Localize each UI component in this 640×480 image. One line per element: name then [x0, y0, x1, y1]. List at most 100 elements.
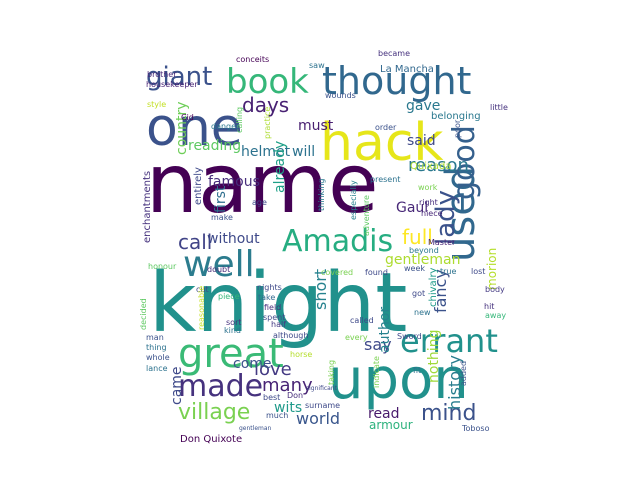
cloud-word-say: say [364, 335, 392, 354]
cloud-word-hit: hit [484, 302, 494, 311]
cloud-word-village: village [178, 400, 250, 425]
cloud-word-giant: giant [146, 62, 212, 92]
cloud-word-lance: lance [146, 364, 168, 373]
cloud-word-author: author [377, 307, 393, 353]
cloud-word-half: half [271, 320, 286, 329]
cloud-word-toboso: Toboso [461, 424, 490, 433]
cloud-word-decided: decided [139, 298, 148, 330]
cloud-word-indicate: indicate [372, 356, 381, 388]
cloud-word-surname: surname [305, 401, 340, 410]
cloud-word-danger: danger [211, 122, 240, 131]
cloud-word-gentleman: gentleman [239, 425, 272, 432]
cloud-word-come: come [233, 356, 272, 372]
cloud-word-reading: reading [188, 138, 241, 154]
cloud-word-la-mancha: La Mancha [380, 64, 434, 75]
cloud-word-covered: covered [321, 268, 353, 277]
cloud-word-don-quixote: Don Quixote [180, 434, 242, 445]
cloud-word-make: make [211, 213, 233, 222]
cloud-word-upon: upon [328, 347, 469, 412]
cloud-word-found: found [365, 268, 388, 277]
cloud-word-mind: mind [421, 401, 476, 426]
cloud-word-honour: honour [148, 262, 177, 271]
cloud-word-amadis: Amadis [282, 224, 393, 259]
cloud-word-first: first [213, 185, 229, 213]
cloud-word-wounds: wounds [325, 91, 356, 100]
cloud-word-new: new [414, 308, 431, 317]
cloud-word-made: made [178, 369, 263, 404]
cloud-word-famous: famous [208, 174, 260, 190]
cloud-word-especially: especially [349, 180, 358, 220]
cloud-word-got: got [412, 289, 425, 298]
cloud-word-lady: lady [431, 190, 461, 245]
cloud-word-helmet: helmet [241, 144, 291, 160]
cloud-word-errant: errant [400, 322, 498, 360]
cloud-word-present: present [370, 175, 400, 184]
cloud-word-book: book [226, 62, 309, 102]
cloud-word-gentleman: gentleman [385, 252, 460, 268]
cloud-word-beyond: beyond [409, 246, 439, 255]
cloud-word-one: one [146, 98, 243, 158]
cloud-word-read: read [368, 406, 400, 422]
cloud-word-many: many [262, 375, 313, 396]
cloud-word-called: called [350, 316, 374, 325]
cloud-word-away: away [485, 311, 506, 320]
cloud-word-take: take [258, 293, 275, 302]
cloud-word-short: short [311, 269, 330, 310]
cloud-word-doubt: doubt [207, 265, 230, 274]
cloud-word-love: love [254, 359, 292, 380]
cloud-word-thought: thought [322, 59, 471, 103]
cloud-word-well: well [183, 244, 255, 285]
cloud-word-conceits: conceits [236, 55, 269, 64]
cloud-word-although: although [273, 331, 308, 340]
cloud-word-must: must [298, 118, 334, 134]
cloud-word-without: without [207, 231, 260, 247]
cloud-word-age: age [252, 198, 267, 207]
cloud-word-entirely: entirely [193, 167, 204, 205]
cloud-word-saw: saw [309, 61, 325, 70]
cloud-word-said: said [407, 133, 436, 149]
cloud-word-field: field [264, 303, 281, 312]
cloud-word-lost: lost [471, 267, 485, 276]
cloud-word-became: became [378, 49, 410, 58]
cloud-word-country: country [174, 101, 190, 155]
cloud-word-week: week [404, 264, 425, 273]
cloud-word-taking: taking [327, 360, 336, 385]
cloud-word-adventure: adventure [362, 195, 371, 236]
cloud-word-don: Don [287, 391, 303, 400]
cloud-word-spent: spent [263, 313, 285, 322]
cloud-word-wits: wits [274, 400, 302, 416]
cloud-word-hack: hack [320, 113, 444, 173]
cloud-word-nothing: nothing [426, 330, 442, 383]
cloud-word-came: came [169, 366, 185, 405]
cloud-word-will: will [292, 144, 315, 160]
cloud-word-reasonable: reasonable [197, 286, 206, 330]
cloud-word-master: Master [428, 238, 456, 247]
cloud-word-days: days [242, 93, 289, 117]
cloud-word-full: full [402, 225, 433, 249]
cloud-word-right: right [419, 198, 438, 207]
cloud-word-style: style [147, 100, 166, 109]
cloud-word-reason: reason [408, 155, 469, 176]
cloud-word-order: order [375, 123, 397, 132]
cloud-word-brother: brother [147, 70, 177, 79]
cloud-word-poor: poor [453, 119, 462, 138]
cloud-word-much: much [266, 411, 288, 420]
cloud-word-world: world [296, 409, 340, 428]
cloud-word-belonging: belonging [431, 111, 481, 122]
cloud-word-man: man [146, 333, 164, 342]
cloud-word-good: good [447, 125, 482, 200]
cloud-word-gave: gave [406, 98, 440, 114]
cloud-word-piece: piece [218, 292, 240, 301]
cloud-word-great: great [178, 331, 284, 377]
cloud-word-little: little [490, 103, 508, 112]
cloud-word-cut: cut [196, 285, 209, 294]
cloud-word-quixada: Quixada [410, 161, 452, 172]
cloud-word-thinking: thinking [317, 178, 326, 211]
cloud-word-knight: knight [149, 256, 407, 351]
cloud-word-cid: Cid [181, 113, 194, 122]
cloud-word-niece: niece [421, 209, 443, 218]
cloud-word-added: added [459, 361, 468, 386]
cloud-word-housekeeper: housekeeper [146, 80, 198, 89]
cloud-word-significant: significant [306, 385, 338, 392]
